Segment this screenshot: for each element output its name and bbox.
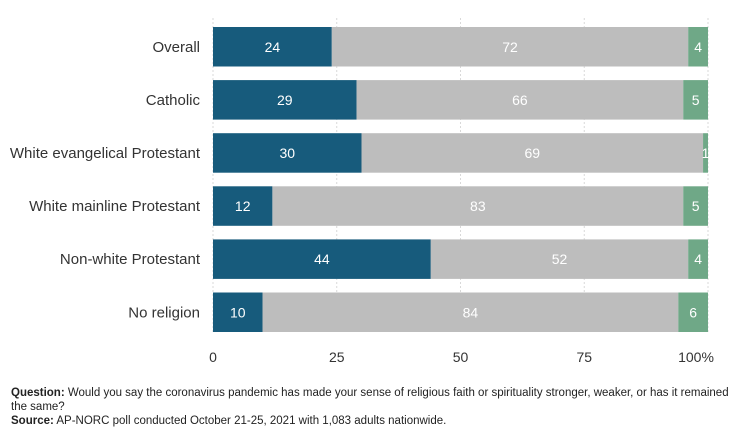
source-note: Source: AP-NORC poll conducted October 2… <box>11 414 739 428</box>
category-label: Non-white Protestant <box>60 251 201 268</box>
bar-segment <box>356 80 684 120</box>
question-text: Would you say the coronavirus pandemic h… <box>11 387 729 413</box>
data-label: 10 <box>230 304 246 320</box>
bar-segment <box>688 27 708 67</box>
x-tick-label: 75 <box>576 349 592 365</box>
question-label: Question: <box>11 387 65 399</box>
bar-segment <box>213 292 263 332</box>
source-label: Source: <box>11 415 54 427</box>
data-label: 52 <box>552 251 568 267</box>
data-label: 44 <box>314 251 330 267</box>
data-label: 4 <box>694 39 702 55</box>
data-label: 69 <box>524 145 540 161</box>
data-label: 5 <box>692 92 700 108</box>
data-label: 1 <box>702 145 710 161</box>
x-tick-label: 0 <box>209 349 217 365</box>
x-tick-label: 50 <box>453 349 469 365</box>
x-axis-ticks: 0 25 50 75 100% <box>209 349 714 365</box>
data-label: 24 <box>265 39 281 55</box>
category-label: White evangelical Protestant <box>10 145 201 162</box>
bar-segment <box>213 80 357 120</box>
bar-segment <box>430 239 689 279</box>
bar-segment <box>683 80 708 120</box>
data-label: 84 <box>463 304 479 320</box>
x-tick-label: 25 <box>329 349 345 365</box>
data-label: 4 <box>694 251 702 267</box>
data-label: 83 <box>470 198 486 214</box>
bar-segment <box>678 292 708 332</box>
data-label: 66 <box>512 92 528 108</box>
bar-segment <box>272 186 684 226</box>
bar-segment <box>688 239 708 279</box>
category-label: No religion <box>128 304 200 321</box>
bar-segment <box>262 292 679 332</box>
stacked-bar-chart: 24 72 4 29 66 5 30 69 1 12 83 5 44 52 4 10 84 6 Overall Ca… <box>10 18 714 365</box>
bar-segment <box>213 133 362 173</box>
bar-segment <box>703 133 708 173</box>
data-label: 12 <box>235 198 251 214</box>
chart-notes: Question: Would you say the coronavirus … <box>11 386 739 428</box>
bar-segment <box>213 239 431 279</box>
question-note: Question: Would you say the coronavirus … <box>11 386 739 414</box>
data-label: 6 <box>689 304 697 320</box>
data-label: 5 <box>692 198 700 214</box>
bar-segment <box>683 186 708 226</box>
bar-segment <box>213 27 332 67</box>
category-label: White mainline Protestant <box>29 198 201 215</box>
x-tick-label: 100% <box>678 349 714 365</box>
category-label: Overall <box>152 39 200 56</box>
bar-segment <box>361 133 704 173</box>
data-label: 29 <box>277 92 293 108</box>
bar-segment <box>331 27 689 67</box>
gridlines <box>212 18 709 334</box>
category-label: Catholic <box>146 92 201 109</box>
bars: 24 72 4 29 66 5 30 69 1 12 83 5 44 52 4 10 84 6 <box>213 27 710 332</box>
data-label: 72 <box>502 39 518 55</box>
bar-segment <box>213 186 273 226</box>
category-labels: Overall Catholic White evangelical Protest… <box>10 39 201 322</box>
source-text: AP-NORC poll conducted October 21-25, 20… <box>53 415 447 427</box>
data-label: 30 <box>279 145 295 161</box>
